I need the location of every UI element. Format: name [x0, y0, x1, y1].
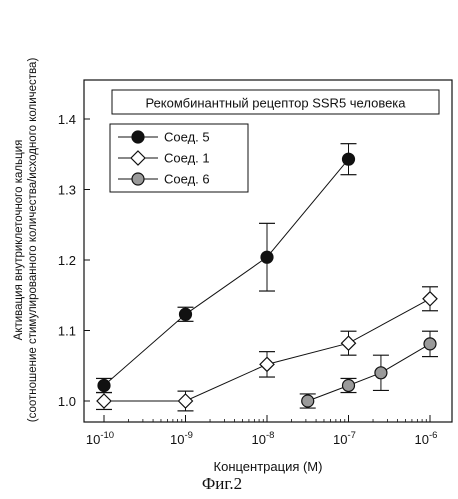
- series-layer: [96, 143, 438, 412]
- data-point: [422, 290, 438, 307]
- y-tick-label: 1.2: [58, 253, 76, 268]
- y-tick-label: 1.1: [58, 324, 76, 339]
- chart-title-box: Рекомбинантный рецептор SSR5 человека: [111, 89, 440, 115]
- legend-label: Соед. 5: [164, 130, 210, 145]
- legend-marker: [131, 130, 145, 144]
- series-2: [96, 286, 438, 412]
- series-line: [103, 158, 349, 386]
- x-tick-label: 10-10: [86, 430, 114, 447]
- y-tick-label: 1.4: [58, 112, 76, 127]
- data-point: [341, 378, 356, 393]
- data-point: [423, 337, 437, 351]
- data-point: [177, 393, 194, 409]
- y-axis-label-line2: (соотношение стимулированного количества…: [27, 58, 39, 423]
- data-point: [97, 378, 111, 393]
- data-point: [301, 394, 315, 408]
- data-point: [340, 335, 357, 352]
- legend-label: Соед. 1: [164, 151, 210, 166]
- y-tick-label: 1.3: [58, 183, 76, 198]
- data-point: [374, 366, 388, 380]
- legend-item: Соед. 1: [118, 150, 210, 166]
- data-point: [341, 152, 356, 166]
- x-tick-label: 10-9: [170, 430, 193, 447]
- figure-caption: Фиг.2: [202, 474, 242, 493]
- y-axis-label: Активация внутриклеточного кальция (соот…: [13, 58, 39, 423]
- y-axis-label-line1: Активация внутриклеточного кальция: [13, 140, 25, 341]
- legend-item: Соед. 5: [118, 130, 210, 145]
- series-3: [299, 330, 438, 409]
- x-tick-label: 10-7: [333, 430, 356, 447]
- data-point: [260, 250, 274, 264]
- legend-marker: [131, 172, 145, 186]
- legend: Соед. 5 Соед. 1 Соед. 6: [118, 130, 210, 187]
- x-tick-label: 10-6: [415, 430, 438, 447]
- data-point: [178, 307, 193, 321]
- data-point: [96, 393, 112, 409]
- chart-title: Рекомбинантный рецептор SSR5 человека: [145, 96, 406, 111]
- legend-label: Соед. 6: [164, 172, 210, 187]
- x-axis: 10-10 10-9 10-8 10-7 10-6: [86, 415, 438, 447]
- x-tick-label: 10-8: [252, 430, 275, 447]
- title-frame: [111, 89, 440, 115]
- series-1: [96, 143, 357, 394]
- y-tick-label: 1.0: [58, 394, 76, 409]
- legend-marker: [130, 150, 146, 166]
- legend-item: Соед. 6: [118, 172, 210, 187]
- plot-frame: [83, 79, 453, 423]
- data-point: [259, 356, 275, 373]
- y-axis: 1.0 1.1 1.2 1.3 1.4: [58, 112, 90, 409]
- x-axis-label: Концентрация (М): [214, 459, 323, 474]
- series-line: [307, 343, 431, 402]
